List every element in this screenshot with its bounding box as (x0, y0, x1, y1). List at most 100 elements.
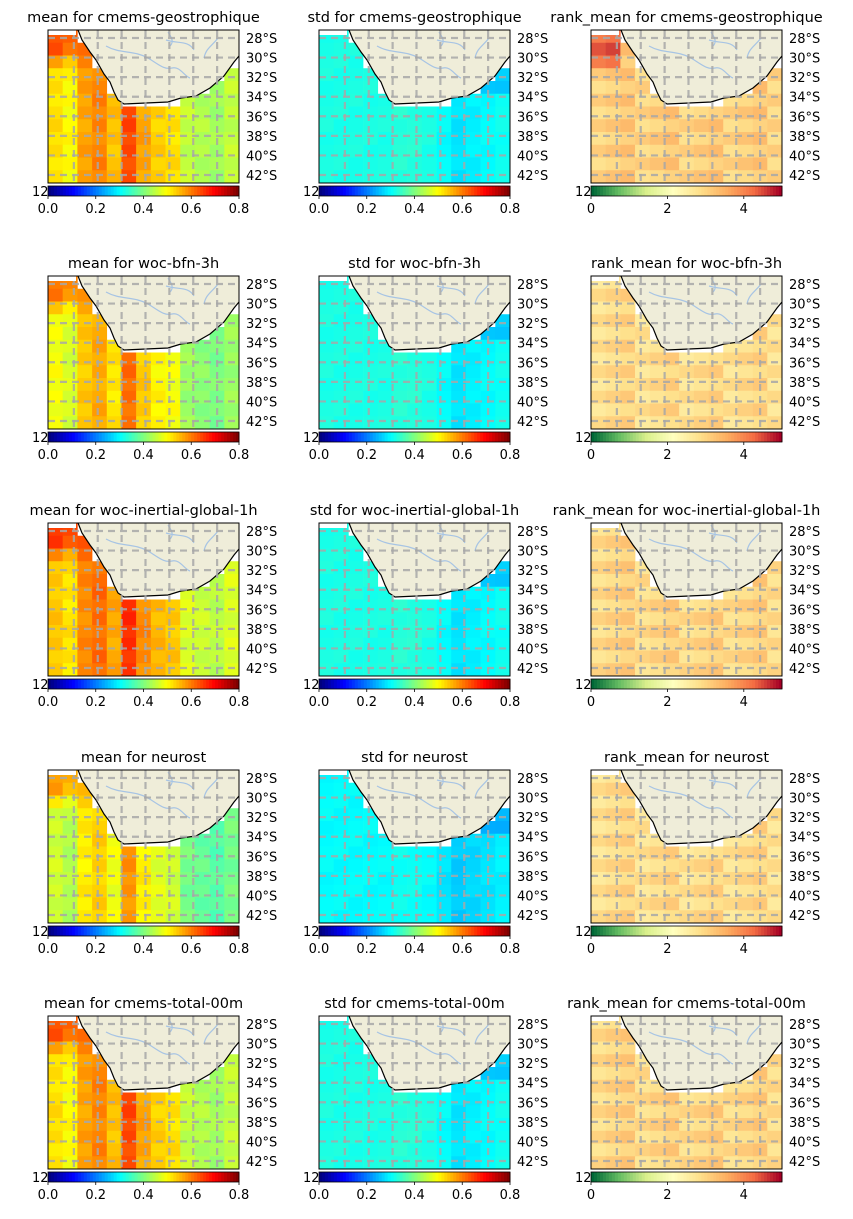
heatmap-cell (194, 859, 210, 873)
heatmap-cell (679, 650, 695, 664)
heatmap-cell (591, 663, 606, 677)
heatmap-cell (165, 106, 181, 120)
colorbar-tick-label: 4 (740, 942, 748, 957)
heatmap-cell (664, 1156, 680, 1170)
heatmap-cell (635, 390, 651, 404)
heatmap-cell (737, 625, 753, 639)
heatmap-cell (693, 910, 709, 924)
corner-strip (48, 1016, 76, 1021)
heatmap-cell (333, 612, 349, 626)
heatmap-cell (48, 378, 63, 392)
heatmap-cell (451, 416, 467, 430)
heatmap-cell (767, 846, 783, 860)
heatmap-cell (319, 42, 334, 56)
heatmap-cell (106, 170, 122, 184)
heatmap-cell (180, 663, 196, 677)
heatmap-cell (363, 586, 379, 600)
heatmap-cell (136, 872, 152, 886)
heatmap-cell (392, 625, 408, 639)
heatmap-cell (392, 119, 408, 133)
heatmap-cell (363, 1105, 379, 1119)
heatmap-cell (495, 365, 511, 379)
heatmap-cell (62, 846, 78, 860)
heatmap-cell (150, 106, 166, 120)
heatmap-cell (319, 378, 334, 392)
panel-title: rank_mean for neurost (604, 750, 769, 766)
heatmap-cell (664, 1118, 680, 1132)
heatmap-cell (48, 1092, 63, 1106)
heatmap-cell (767, 132, 783, 146)
heatmap-cell (649, 365, 665, 379)
heatmap-cell (62, 612, 78, 626)
heatmap-cell (495, 378, 511, 392)
lat-tick-label: 42°S (789, 169, 820, 184)
corner-strip (319, 30, 347, 35)
lat-tick-label: 34°S (789, 831, 820, 846)
heatmap-cell (363, 132, 379, 146)
lat-tick-label: 40°S (789, 149, 820, 164)
heatmap-cell (392, 650, 408, 664)
heatmap-cell (224, 1067, 240, 1081)
lat-tick-label: 34°S (246, 337, 277, 352)
heatmap-cell (92, 81, 108, 95)
heatmap-cell (77, 416, 93, 430)
colorbar-tick-label: 0.0 (38, 942, 59, 957)
heatmap-cell (605, 821, 621, 835)
heatmap-cell (465, 378, 481, 392)
heatmap-cell (495, 650, 511, 664)
heatmap-cell (591, 1028, 606, 1042)
heatmap-cell (48, 872, 63, 886)
heatmap-cell (62, 68, 78, 82)
heatmap-cell (62, 1156, 78, 1170)
heatmap-cell (635, 846, 651, 860)
land-shape (78, 770, 239, 844)
heatmap-cell (106, 106, 122, 120)
heatmap-cell (363, 390, 379, 404)
heatmap-cell (605, 1054, 621, 1068)
colorbar-tick-label: 0.2 (85, 1188, 106, 1203)
heatmap-cell (319, 352, 334, 366)
heatmap-cell (48, 1143, 63, 1157)
heatmap-cell (319, 1092, 334, 1106)
heatmap-cell (635, 81, 651, 95)
heatmap-cell (377, 910, 393, 924)
heatmap-cell (605, 403, 621, 417)
heatmap-cell (62, 872, 78, 886)
heatmap-cell (421, 365, 437, 379)
heatmap-cell (436, 650, 452, 664)
river-line (474, 777, 490, 799)
heatmap-cell (679, 378, 695, 392)
heatmap-cell (48, 365, 63, 379)
heatmap-cell (591, 872, 606, 886)
heatmap-cell (664, 119, 680, 133)
heatmap-cell (121, 1118, 137, 1132)
heatmap-cell (48, 416, 63, 430)
lat-tick-label: 34°S (517, 831, 548, 846)
heatmap-cell (591, 574, 606, 588)
heatmap-cell (348, 119, 364, 133)
heatmap-cell (224, 650, 240, 664)
heatmap-cell (150, 663, 166, 677)
heatmap-cell (679, 119, 695, 133)
heatmap-cell (194, 352, 210, 366)
river-line (376, 538, 462, 572)
heatmap-cell (319, 327, 334, 341)
lat-tick-label: 28°S (246, 772, 277, 787)
lon-tick-label: 12 (575, 185, 592, 200)
lat-tick-label: 36°S (246, 1096, 277, 1111)
heatmap-cell (737, 403, 753, 417)
heatmap-cell (679, 663, 695, 677)
heatmap-cell (605, 327, 621, 341)
corner-strip (319, 276, 347, 281)
heatmap-cell (693, 859, 709, 873)
heatmap-cell (451, 365, 467, 379)
heatmap-cell (620, 1105, 636, 1119)
map-frame (47, 1015, 240, 1170)
heatmap-cell (150, 846, 166, 860)
heatmap-cell (165, 599, 181, 613)
heatmap-cell (392, 1092, 408, 1106)
heatmap-cell (591, 1105, 606, 1119)
heatmap-cell (348, 1118, 364, 1132)
lat-tick-label: 40°S (789, 395, 820, 410)
heatmap-cell (92, 365, 108, 379)
